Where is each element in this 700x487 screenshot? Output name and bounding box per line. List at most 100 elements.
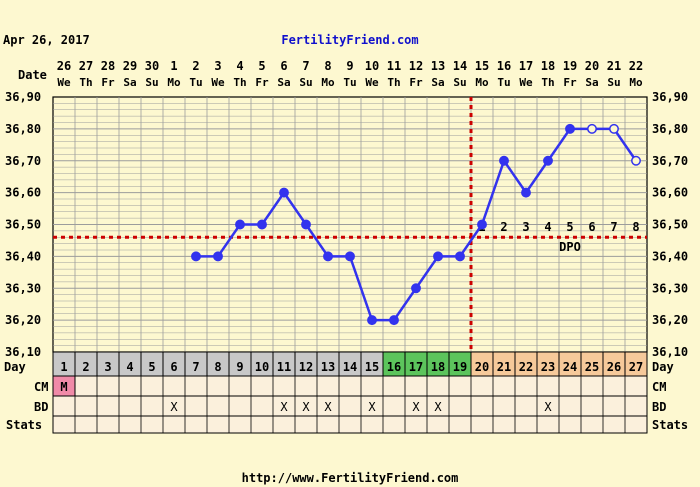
temperature-point[interactable]	[609, 123, 619, 134]
cycle-day-number: 24	[563, 360, 577, 374]
temperature-point[interactable]	[257, 219, 267, 230]
cycle-day-number: 19	[453, 360, 467, 374]
weekday-label: We	[365, 76, 379, 89]
date-number: 20	[585, 59, 599, 73]
weekday-label: Th	[541, 76, 554, 89]
date-number: 13	[431, 59, 445, 73]
y-tick-label-right: 36,70	[652, 154, 688, 168]
y-tick-label-right: 36,90	[652, 90, 688, 104]
date-number: 7	[302, 59, 309, 73]
temperature-point[interactable]	[587, 123, 597, 134]
cycle-day-number: 12	[299, 360, 313, 374]
cycle-day-number: 20	[475, 360, 489, 374]
label-date: Date	[18, 68, 47, 82]
date-number: 18	[541, 59, 555, 73]
cycle-day-number: 18	[431, 360, 445, 374]
date-number: 2	[192, 59, 199, 73]
temperature-point[interactable]	[345, 251, 355, 262]
weekday-label: Mo	[475, 76, 489, 89]
temperature-point[interactable]	[499, 155, 509, 166]
y-tick-label-right: 36,60	[652, 186, 688, 200]
date-number: 12	[409, 59, 423, 73]
date-number: 10	[365, 59, 379, 73]
y-tick-label-right: 36,50	[652, 218, 688, 232]
cycle-day-number: 17	[409, 360, 423, 374]
y-tick-label-left: 36,20	[5, 313, 41, 327]
dpo-number: 3	[522, 220, 529, 234]
weekday-label: Su	[607, 76, 620, 89]
temperature-point[interactable]	[411, 283, 421, 294]
weekday-label: Tu	[189, 76, 202, 89]
y-tick-label-left: 36,70	[5, 154, 41, 168]
temperature-point[interactable]	[367, 315, 377, 326]
bd-mark: X	[412, 400, 420, 414]
row-band	[52, 395, 648, 417]
weekday-label: Su	[453, 76, 466, 89]
label-bd-left: BD	[34, 400, 48, 414]
temperature-point[interactable]	[323, 251, 333, 262]
cycle-day-number: 15	[365, 360, 379, 374]
weekday-label: Sa	[585, 76, 598, 89]
temperature-point[interactable]	[235, 219, 245, 230]
cycle-day-number: 11	[277, 360, 291, 374]
cycle-day-number: 5	[148, 360, 155, 374]
date-header: 26 27 28 29 30 1 2 3 4 5 6 7 8 9 10 11 12 13 14 15 16 17 18 19 2…	[57, 59, 643, 89]
weekday-label: Fr	[409, 76, 423, 89]
temperature-point[interactable]	[521, 187, 531, 198]
y-tick-label-right: 36,80	[652, 122, 688, 136]
bd-mark: X	[434, 400, 442, 414]
y-tick-label-left: 36,30	[5, 281, 41, 295]
date-number: 19	[563, 59, 577, 73]
cycle-day-number: 4	[126, 360, 133, 374]
temperature-grid	[52, 96, 648, 353]
weekday-label: Mo	[167, 76, 181, 89]
temperature-point[interactable]	[543, 155, 553, 166]
cycle-day-number: 8	[214, 360, 221, 374]
label-stats-right: Stats	[652, 418, 688, 432]
temperature-point[interactable]	[389, 315, 399, 326]
temperature-point[interactable]	[477, 219, 487, 230]
y-tick-label-right: 36,40	[652, 249, 688, 263]
date-number: 26	[57, 59, 71, 73]
date-number: 28	[101, 59, 115, 73]
temperature-point[interactable]	[213, 251, 223, 262]
cycle-day-number: 23	[541, 360, 555, 374]
temperature-point[interactable]	[631, 155, 641, 166]
cycle-day-number: 22	[519, 360, 533, 374]
cycle-day-number: 26	[607, 360, 621, 374]
label-bd-right: BD	[652, 400, 666, 414]
date-number: 9	[346, 59, 353, 73]
weekday-label: Tu	[343, 76, 356, 89]
label-stats-left: Stats	[6, 418, 42, 432]
date-number: 29	[123, 59, 137, 73]
brand-title[interactable]: FertilityFriend.com	[281, 33, 418, 47]
y-tick-label-left: 36,50	[5, 218, 41, 232]
cycle-day-number: 3	[104, 360, 111, 374]
date-number: 22	[629, 59, 643, 73]
temperature-point[interactable]	[279, 187, 289, 198]
temperature-point[interactable]	[301, 219, 311, 230]
weekday-label: Fr	[255, 76, 269, 89]
y-tick-label-right: 36,10	[652, 345, 688, 359]
cycle-day-number: 2	[82, 360, 89, 374]
date-number: 1	[170, 59, 177, 73]
temperature-point[interactable]	[191, 251, 201, 262]
y-tick-label-left: 36,60	[5, 186, 41, 200]
temperature-point[interactable]	[433, 251, 443, 262]
day-rows: 1 2 3 4 5 6 7 8 9 10 11 12 13 14 15 16 17 18 19 20 21 22 23 24 2…	[52, 351, 648, 434]
weekday-label: Sa	[431, 76, 444, 89]
label-day-right: Day	[652, 360, 674, 374]
weekday-label: Sa	[123, 76, 136, 89]
temperature-point[interactable]	[455, 251, 465, 262]
weekday-label: We	[519, 76, 533, 89]
date-number: 17	[519, 59, 533, 73]
cycle-day-number: 13	[321, 360, 335, 374]
date-number: 16	[497, 59, 511, 73]
date-number: 8	[324, 59, 331, 73]
dpo-number: 8	[632, 220, 639, 234]
temperature-point[interactable]	[565, 123, 575, 134]
y-tick-label-left: 36,90	[5, 90, 41, 104]
footer-url[interactable]: http://www.FertilityFriend.com	[242, 471, 459, 485]
cycle-day-number: 7	[192, 360, 199, 374]
weekday-label: Th	[387, 76, 400, 89]
